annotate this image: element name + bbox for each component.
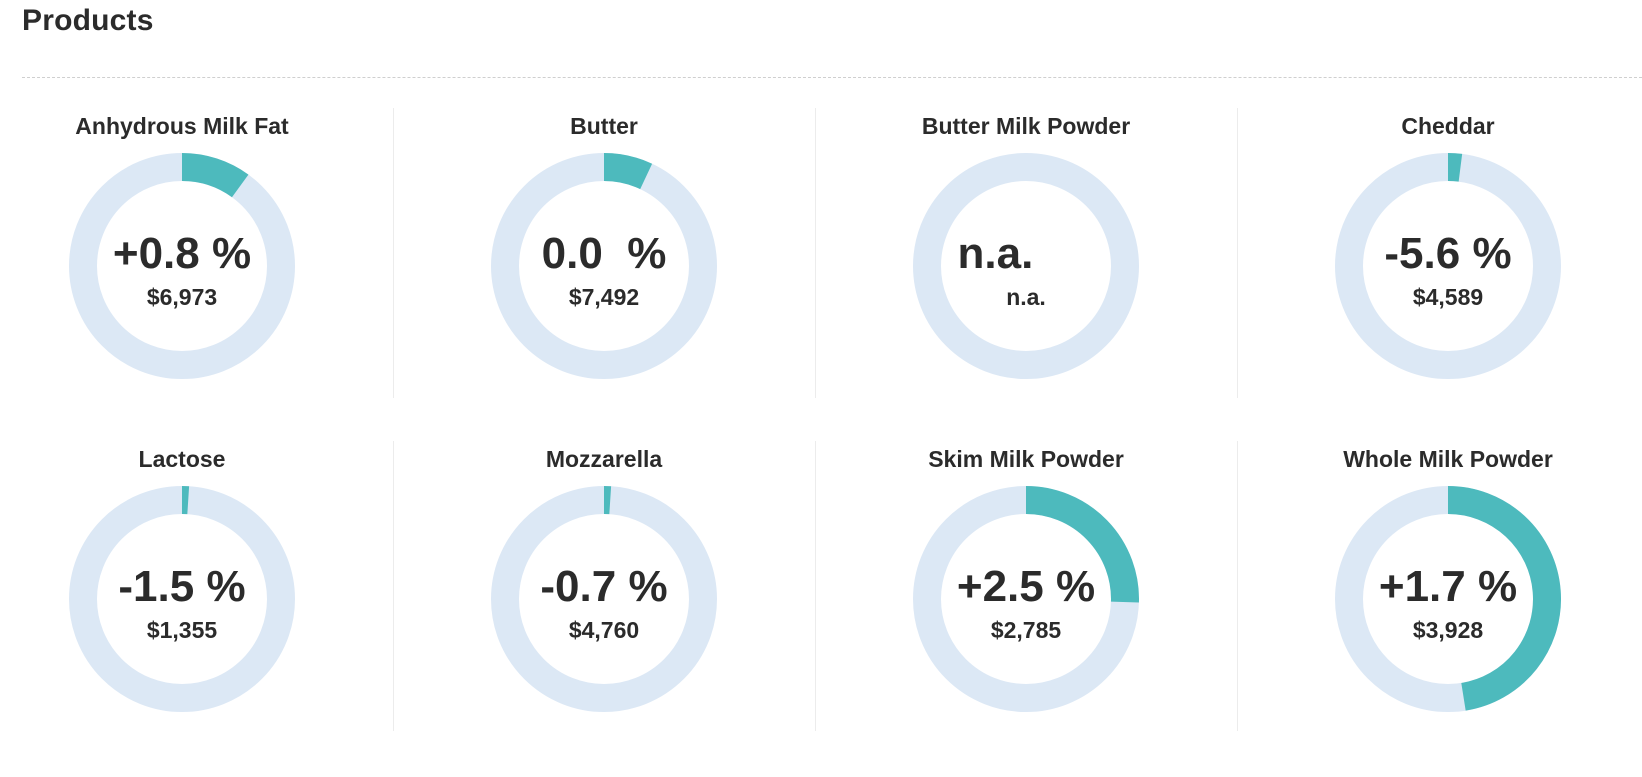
price-change: -1.5 % xyxy=(118,562,246,611)
gauge-fill xyxy=(1025,486,1139,603)
price-value: $6,973 xyxy=(146,284,218,310)
price-change: -0.7 % xyxy=(540,562,668,611)
product-name: Mozzarella xyxy=(545,446,663,472)
price-value: $4,589 xyxy=(1412,284,1484,310)
gauge-ring xyxy=(1335,486,1561,712)
product-name: Lactose xyxy=(138,446,226,472)
gauge-fill xyxy=(1447,153,1463,182)
product-name: Anhydrous Milk Fat xyxy=(75,113,289,139)
product-name: Butter xyxy=(570,113,638,139)
product-card-mozzarella[interactable]: Mozzarella -0.7 % $4,760 xyxy=(414,446,794,776)
title-divider xyxy=(22,77,1642,78)
gauge-ring xyxy=(69,486,295,712)
price-value: $7,492 xyxy=(568,284,640,310)
product-gauge: -1.5 % $1,355 xyxy=(69,486,295,712)
gauge-ring xyxy=(913,153,1139,379)
price-change: +1.7 % xyxy=(1378,562,1518,611)
price-change: -5.6 % xyxy=(1384,229,1512,278)
column-divider xyxy=(393,441,394,731)
product-name: Cheddar xyxy=(1401,113,1495,139)
gauge-ring xyxy=(913,486,1139,712)
column-divider xyxy=(815,441,816,731)
gauge-fill xyxy=(603,153,653,190)
gauge-ring xyxy=(1335,153,1561,379)
product-gauge: n.a. n.a. xyxy=(913,153,1139,379)
product-card-butter[interactable]: Butter 0.0 % $7,492 xyxy=(414,113,794,443)
gauge-track xyxy=(913,153,1139,379)
product-card-whole-milk-powder[interactable]: Whole Milk Powder +1.7 % $3,928 xyxy=(1258,446,1638,776)
product-card-lactose[interactable]: Lactose -1.5 % $1,355 xyxy=(0,446,372,776)
product-gauge: +1.7 % $3,928 xyxy=(1335,486,1561,712)
page-title: Products xyxy=(22,4,154,37)
product-card-anhydrous-milk-fat[interactable]: Anhydrous Milk Fat +0.8 % $6,973 xyxy=(0,113,372,443)
product-card-butter-milk-powder[interactable]: Butter Milk Powder n.a. n.a. xyxy=(836,113,1216,443)
price-value: $4,760 xyxy=(568,617,640,643)
price-change: n.a. xyxy=(957,229,1095,278)
price-value: $1,355 xyxy=(146,617,218,643)
product-name: Butter Milk Powder xyxy=(921,113,1131,139)
product-card-skim-milk-powder[interactable]: Skim Milk Powder +2.5 % $2,785 xyxy=(836,446,1216,776)
column-divider xyxy=(393,108,394,398)
price-value: n.a. xyxy=(1006,284,1046,310)
gauge-fill xyxy=(1447,486,1561,711)
product-gauge: 0.0 % $7,492 xyxy=(491,153,717,379)
column-divider xyxy=(1237,441,1238,731)
price-change: 0.0 % xyxy=(541,229,667,278)
product-gauge: +2.5 % $2,785 xyxy=(913,486,1139,712)
product-gauge: -5.6 % $4,589 xyxy=(1335,153,1561,379)
product-gauge: -0.7 % $4,760 xyxy=(491,486,717,712)
product-name: Skim Milk Powder xyxy=(928,446,1124,472)
price-value: $2,785 xyxy=(990,617,1062,643)
column-divider xyxy=(1237,108,1238,398)
gauge-ring xyxy=(69,153,295,379)
gauge-fill xyxy=(181,153,249,198)
price-change: +0.8 % xyxy=(112,229,252,278)
price-change: +2.5 % xyxy=(956,562,1096,611)
gauge-ring xyxy=(491,486,717,712)
price-value: $3,928 xyxy=(1412,617,1484,643)
product-card-cheddar[interactable]: Cheddar -5.6 % $4,589 xyxy=(1258,113,1638,443)
gauge-ring xyxy=(491,153,717,379)
product-name: Whole Milk Powder xyxy=(1343,446,1553,472)
product-gauge: +0.8 % $6,973 xyxy=(69,153,295,379)
column-divider xyxy=(815,108,816,398)
